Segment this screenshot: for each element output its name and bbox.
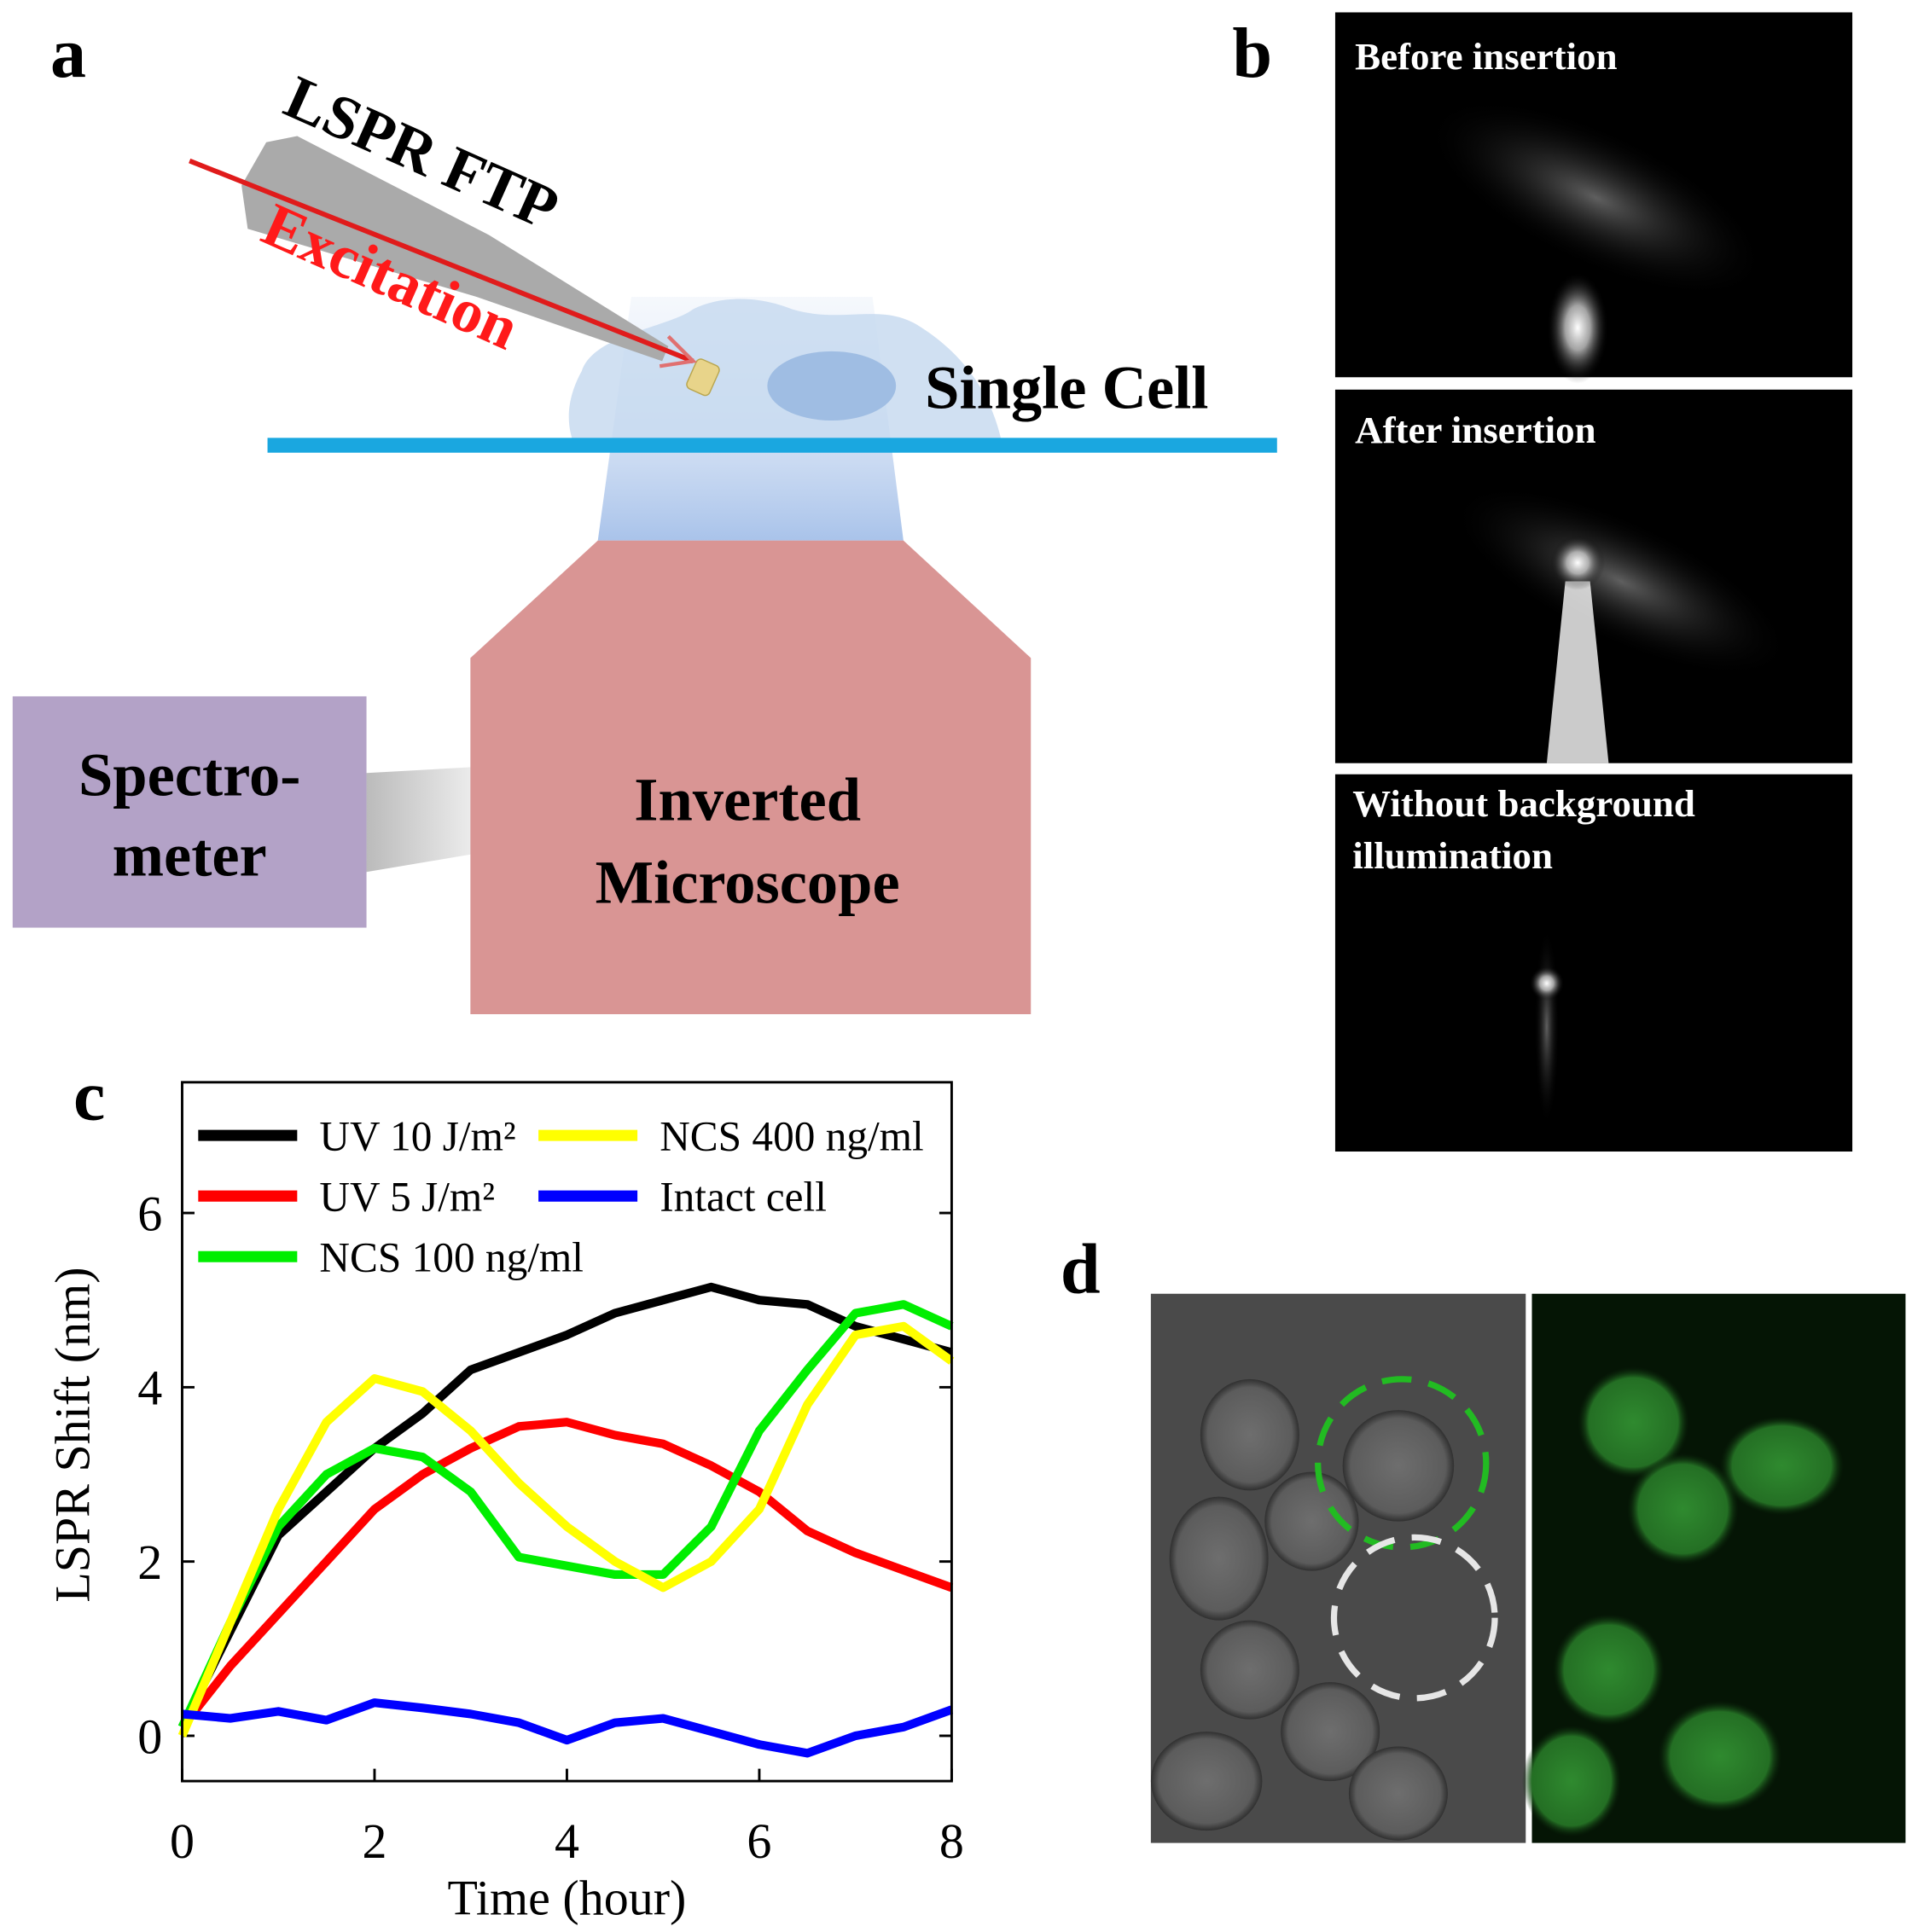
cell-image — [1553, 1614, 1665, 1726]
plot-frame — [181, 1081, 953, 1783]
line-chart: Time (hour) LSPR Shift (nm) 0 2 4 6 8 0 2 4 6 UV … — [45, 1081, 964, 1926]
microscope-label: Microscope — [596, 848, 900, 917]
probe-image — [1534, 927, 1560, 1126]
panel-label: c — [73, 1056, 105, 1135]
legend-label: Intact cell — [660, 1174, 827, 1221]
cell-image — [1425, 98, 1767, 298]
series-line — [182, 1698, 954, 1758]
highlight-circle — [1315, 1376, 1490, 1551]
probe-image — [1546, 581, 1609, 763]
y-tick-label: 4 — [137, 1361, 162, 1416]
y-tick-label: 2 — [137, 1535, 162, 1590]
micrographs: Before insertion After insertion Without… — [1334, 12, 1853, 1152]
spectrometer-box — [12, 696, 367, 928]
y-axis-label: LSPR Shift (nm) — [45, 1267, 101, 1602]
cell-image — [1169, 1496, 1269, 1621]
series-line — [177, 1300, 954, 1729]
cell-image — [1264, 1471, 1359, 1571]
nucleus — [767, 351, 897, 421]
cell-image — [1281, 1682, 1380, 1782]
cell-image — [1200, 1378, 1299, 1491]
caption: Without background — [1352, 782, 1695, 825]
cell-image — [1200, 1620, 1299, 1720]
legend-label: UV 5 J/m² — [319, 1174, 495, 1221]
light-beam — [366, 767, 477, 873]
legend-label: NCS 100 ng/ml — [319, 1234, 584, 1281]
series-line — [177, 1321, 955, 1738]
microscope-label: Inverted — [634, 764, 861, 833]
cell-images — [1150, 1293, 1906, 1843]
y-tick-label: 0 — [137, 1709, 162, 1764]
legend-label: UV 10 J/m² — [319, 1113, 515, 1160]
cell-image — [1450, 484, 1792, 678]
caption: Before insertion — [1355, 35, 1617, 78]
probe-image — [1529, 966, 1565, 1001]
probe-tip — [686, 358, 720, 397]
cell-image — [1521, 1725, 1621, 1837]
x-axis-label: Time (hour) — [448, 1871, 687, 1926]
panel-label: b — [1232, 14, 1272, 93]
spectrometer-label: meter — [113, 821, 267, 890]
series-line — [178, 1418, 954, 1730]
panel-label: d — [1061, 1229, 1101, 1308]
cell-image — [1348, 1746, 1448, 1841]
x-tick-label: 6 — [747, 1813, 771, 1869]
probe — [241, 136, 669, 362]
cell-image — [1719, 1416, 1844, 1516]
caption: illumination — [1352, 834, 1553, 877]
x-tick-label: 4 — [555, 1813, 579, 1869]
microscope-body — [470, 540, 1032, 1015]
setup-diagram: LSPR FTP Excitation Single Cell Spectro-… — [12, 62, 1277, 1015]
cell-image — [1578, 1366, 1689, 1478]
cell-image — [1342, 1410, 1455, 1522]
x-tick-label: 0 — [170, 1813, 195, 1869]
cell-label: Single Cell — [925, 353, 1208, 422]
probe-image — [1546, 272, 1609, 384]
cell-image — [1658, 1700, 1782, 1813]
spectrometer-label: Spectro- — [78, 740, 300, 809]
micrograph — [1334, 774, 1853, 1152]
probe-image — [1550, 535, 1606, 590]
x-tick-label: 8 — [939, 1813, 964, 1869]
highlight-circle — [1330, 1534, 1498, 1702]
cell-image — [1627, 1453, 1739, 1565]
y-tick-label: 6 — [137, 1186, 162, 1241]
series-line — [177, 1282, 953, 1730]
cell-image — [1150, 1732, 1263, 1831]
excitation-beam — [189, 158, 694, 364]
x-tick-label: 2 — [362, 1813, 386, 1869]
arrow-head — [659, 334, 697, 368]
panel-label: a — [50, 14, 86, 93]
caption: After insertion — [1355, 409, 1595, 451]
cover-slip — [267, 438, 1277, 453]
legend-label: NCS 400 ng/ml — [660, 1113, 924, 1160]
